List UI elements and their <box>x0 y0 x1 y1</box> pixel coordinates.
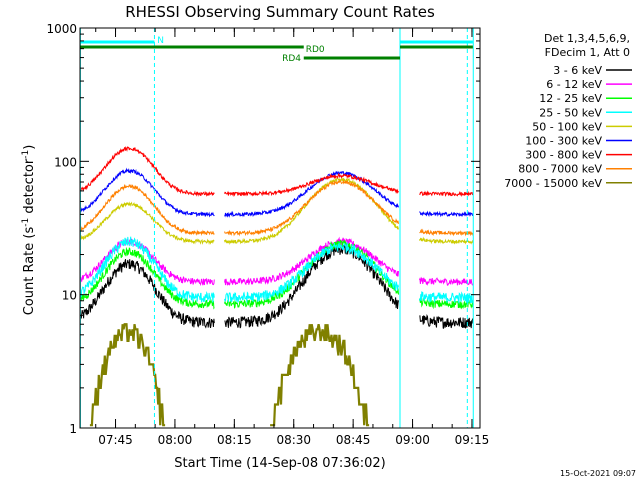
y-tick-label: 1000 <box>46 22 77 36</box>
series-line <box>80 167 215 218</box>
legend-entry-label: 25 - 50 keV <box>539 106 602 119</box>
legend-entry-label: 3 - 6 keV <box>553 64 602 77</box>
series-line <box>418 297 474 310</box>
series-line <box>419 228 474 237</box>
plot-background <box>80 28 480 428</box>
legend-header: Det 1,3,4,5,6,9, <box>544 32 630 45</box>
y-tick-label: 10 <box>62 289 77 303</box>
y-axis-label-sup: -1 <box>21 150 31 159</box>
series-line <box>270 323 370 427</box>
series-line <box>418 276 474 286</box>
series-line <box>224 172 399 197</box>
series-5 <box>80 167 474 218</box>
series-line <box>419 190 474 197</box>
series-line <box>80 183 215 236</box>
flag-label: RD0 <box>306 45 325 55</box>
footer-date: 15-Oct-2021 09:07 <box>560 469 636 478</box>
series-line <box>80 246 215 310</box>
series-3 <box>80 236 474 305</box>
legend-entry-label: 800 - 7000 keV <box>518 163 602 176</box>
legend-entry-label: 50 - 100 keV <box>532 120 602 133</box>
flag-label: N <box>157 36 164 46</box>
legend-entry-label: 100 - 300 keV <box>525 135 602 148</box>
legend-entry-label: 12 - 25 keV <box>539 92 602 105</box>
series-7 <box>80 179 474 237</box>
series-line <box>224 179 399 237</box>
series-line <box>80 259 215 329</box>
legend-entry-label: 7000 - 15000 keV <box>504 177 602 190</box>
flag-bars: N RD0 RD4 <box>80 36 473 64</box>
series-line <box>224 242 399 304</box>
x-tick-label: 08:15 <box>217 433 252 447</box>
series-line <box>419 313 474 329</box>
y-axis-label-part: Count Rate (s <box>22 227 37 316</box>
legend-entry-label: 300 - 800 keV <box>525 149 602 162</box>
y-axis-label-part: ) <box>22 145 37 150</box>
y-axis-label-sup: -1 <box>21 218 31 227</box>
x-tick-label: 09:15 <box>455 433 490 447</box>
series-line <box>80 145 215 197</box>
series-6 <box>80 145 474 197</box>
y-axis-label-part: detector <box>22 158 37 218</box>
series-line <box>418 236 474 245</box>
y-tick-label: 100 <box>54 155 77 169</box>
x-tick-label: 08:45 <box>336 433 371 447</box>
series-line <box>418 291 474 305</box>
y-tick-label: 1 <box>69 422 77 436</box>
plot-area <box>80 28 480 428</box>
x-tick-label: 08:00 <box>158 433 193 447</box>
x-tick-label: 09:00 <box>395 433 430 447</box>
legend-header: FDecim 1, Att 0 <box>545 46 630 59</box>
legend: Det 1,3,4,5,6,9,FDecim 1, Att 0 3 - 6 keV… <box>504 32 632 190</box>
x-axis-label: Start Time (14-Sep-08 07:36:02) <box>174 456 385 471</box>
x-tick-label: 07:45 <box>98 433 133 447</box>
series-line <box>224 236 399 286</box>
series-8 <box>89 323 370 427</box>
x-tick-label: 08:30 <box>276 433 311 447</box>
series-line <box>224 170 399 218</box>
axes: 1 10 100 1000 07:45 08:00 08:15 08:30 08:45 09:00… <box>46 22 489 447</box>
plot-frame <box>79 27 481 429</box>
series-line <box>80 236 215 303</box>
series-line <box>80 201 215 245</box>
flag-label: RD4 <box>282 54 301 64</box>
legend-entry-label: 6 - 12 keV <box>546 78 602 91</box>
y-axis-label: Count Rate (s-1 detector-1) <box>21 145 37 316</box>
series-line <box>419 210 474 218</box>
series-line <box>89 323 166 427</box>
chart-title: RHESSI Observing Summary Count Rates <box>125 3 435 21</box>
